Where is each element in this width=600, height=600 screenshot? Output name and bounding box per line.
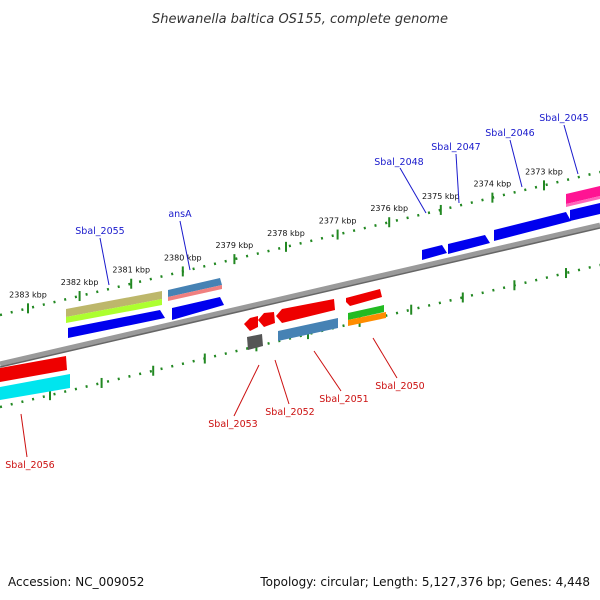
- gene-feature-sbal-2045-lower[interactable]: [566, 196, 600, 207]
- gene-feature-sbal-2045[interactable]: [566, 186, 600, 204]
- leader-sbal-2050: [372, 337, 398, 379]
- gene-feature-sbal-2055-blue[interactable]: [68, 310, 165, 338]
- gene-label-sbal-2052: Sbal_2052: [265, 407, 314, 418]
- gene-feature-sbal-2052[interactable]: [258, 312, 275, 327]
- gene-feature-sbal-2051-steel[interactable]: [278, 318, 338, 341]
- gene-label-sbal-2053: Sbal_2053: [208, 419, 257, 430]
- tick-label: 2380 kbp: [164, 253, 202, 262]
- leader-sbal-2048: [399, 167, 427, 214]
- gene-feature-sbal-2050[interactable]: [346, 289, 382, 306]
- accession-text: Accession: NC_009052: [8, 575, 144, 589]
- reverse-gene-labels: Sbal_2056 Sbal_2053 Sbal_2052 Sbal_2051 …: [5, 381, 424, 471]
- gene-feature-sbal-2056[interactable]: [0, 356, 67, 382]
- leader-ansa: [179, 220, 191, 271]
- topology-text: Topology: circular; Length: 5,127,376 bp…: [259, 575, 590, 589]
- tick-label: 2379 kbp: [216, 241, 254, 250]
- tick-label: 2375 kbp: [422, 192, 460, 201]
- gene-label-sbal-2056: Sbal_2056: [5, 460, 54, 471]
- gene-feature-ansa-lower[interactable]: [168, 285, 222, 301]
- tick-label: 2383 kbp: [9, 290, 47, 299]
- leader-sbal-2052: [274, 359, 290, 405]
- gene-feature-sbal-2053[interactable]: [244, 316, 258, 331]
- gene-feature-sbal-2051[interactable]: [276, 299, 335, 323]
- gene-label-sbal-2055: Sbal_2055: [75, 226, 124, 237]
- tick-label: 2374 kbp: [474, 180, 512, 189]
- gene-label-sbal-2046: Sbal_2046: [485, 128, 534, 139]
- gene-feature-ansa-blue[interactable]: [172, 297, 224, 320]
- tick-label: 2382 kbp: [61, 278, 99, 287]
- tick-label: 2373 kbp: [525, 167, 563, 176]
- map-title: Shewanella baltica OS155, complete genom…: [152, 12, 448, 27]
- gene-feature-sbal-2055[interactable]: [66, 291, 162, 317]
- reverse-genes: [0, 289, 386, 400]
- genome-backbone: [0, 222, 600, 367]
- gene-label-sbal-2051: Sbal_2051: [319, 394, 368, 405]
- gene-feature-ansa[interactable]: [168, 278, 222, 297]
- gene-feature-sbal-2045-blue[interactable]: [570, 203, 600, 221]
- leader-sbal-2056: [20, 413, 28, 458]
- gene-label-ansa: ansA: [168, 209, 192, 220]
- leader-sbal-2046: [509, 139, 523, 188]
- tick-labels: 2383 kbp 2382 kbp 2381 kbp 2380 kbp 2379 kbp…: [9, 167, 563, 299]
- forward-genes: [66, 186, 600, 338]
- genome-backbone-shadow: [0, 227, 600, 368]
- gene-feature-sbal-2050-orange[interactable]: [348, 312, 386, 326]
- gene-feature-sbal-2050-green[interactable]: [348, 305, 384, 320]
- forward-gene-labels: Sbal_2055 ansA Sbal_2048 Sbal_2047 Sbal_…: [75, 113, 588, 237]
- leader-sbal-2055: [99, 237, 110, 286]
- gene-label-sbal-2048: Sbal_2048: [374, 157, 423, 168]
- leader-sbal-2053: [233, 364, 260, 417]
- gene-label-sbal-2045: Sbal_2045: [539, 113, 588, 124]
- gene-label-sbal-2047: Sbal_2047: [431, 142, 480, 153]
- label-leaders: [20, 124, 579, 458]
- gene-feature-sbal-2047[interactable]: [448, 235, 490, 254]
- gene-feature-sbal-2055-green[interactable]: [66, 299, 162, 323]
- tick-label: 2376 kbp: [370, 204, 408, 213]
- gene-feature-sbal-2048[interactable]: [422, 245, 447, 260]
- leader-sbal-2045: [563, 124, 579, 175]
- gene-feature-sbal-2053-gray[interactable]: [247, 334, 263, 350]
- gene-feature-sbal-2056-cyan[interactable]: [0, 374, 70, 400]
- gene-label-sbal-2050: Sbal_2050: [375, 381, 424, 392]
- tick-label: 2378 kbp: [267, 229, 305, 238]
- gene-feature-sbal-2046[interactable]: [494, 212, 571, 241]
- leader-sbal-2047: [455, 153, 460, 204]
- forward-tick-line: [0, 170, 600, 317]
- tick-label: 2377 kbp: [319, 217, 357, 226]
- tick-label: 2381 kbp: [112, 266, 150, 275]
- leader-sbal-2051: [313, 350, 342, 392]
